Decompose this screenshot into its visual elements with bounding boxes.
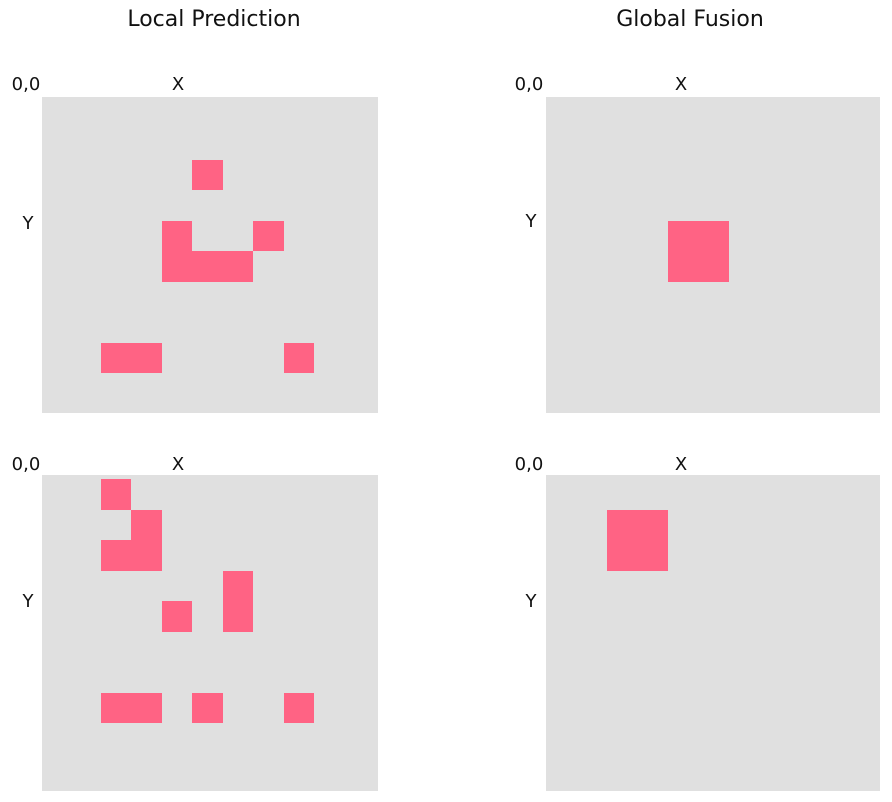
x-axis-label: X (674, 74, 688, 95)
occupied-cell (101, 540, 131, 571)
y-axis-label: Y (22, 591, 34, 612)
occupied-cell (637, 510, 668, 540)
column-title-global: Global Fusion (616, 7, 764, 32)
occupied-cell (162, 251, 192, 282)
occupied-cell (253, 221, 284, 251)
occupancy-grid (42, 475, 378, 791)
origin-label: 0,0 (11, 454, 41, 475)
occupied-cell (284, 693, 314, 723)
occupied-cell (101, 693, 131, 723)
y-axis-label: Y (525, 211, 537, 232)
occupied-cell (162, 221, 192, 251)
column-title-local: Local Prediction (127, 7, 301, 32)
occupied-cell (607, 510, 637, 540)
occupancy-grid (546, 97, 880, 413)
occupied-cell (637, 540, 668, 571)
y-axis-label: Y (525, 591, 537, 612)
occupancy-grid (546, 475, 880, 791)
occupancy-grid (42, 97, 378, 413)
x-axis-label: X (171, 454, 185, 475)
occupied-cell (192, 160, 223, 190)
occupied-cell (192, 693, 223, 723)
y-axis-label: Y (22, 213, 34, 234)
occupied-cell (607, 540, 637, 571)
occupied-cell (668, 221, 698, 251)
occupied-cell (223, 571, 253, 601)
occupied-cell (284, 343, 314, 373)
occupied-cell (131, 343, 162, 373)
occupied-cell (668, 251, 698, 282)
occupied-cell (698, 221, 729, 251)
occupied-cell (162, 601, 192, 632)
occupied-cell (698, 251, 729, 282)
occupied-cell (192, 251, 223, 282)
origin-label: 0,0 (514, 74, 544, 95)
origin-label: 0,0 (11, 74, 41, 95)
x-axis-label: X (171, 74, 185, 95)
origin-label: 0,0 (514, 454, 544, 475)
occupied-cell (101, 479, 131, 510)
occupied-cell (131, 510, 162, 540)
occupied-cell (131, 693, 162, 723)
x-axis-label: X (674, 454, 688, 475)
occupied-cell (101, 343, 131, 373)
occupied-cell (131, 540, 162, 571)
occupied-cell (223, 251, 253, 282)
occupied-cell (223, 601, 253, 632)
